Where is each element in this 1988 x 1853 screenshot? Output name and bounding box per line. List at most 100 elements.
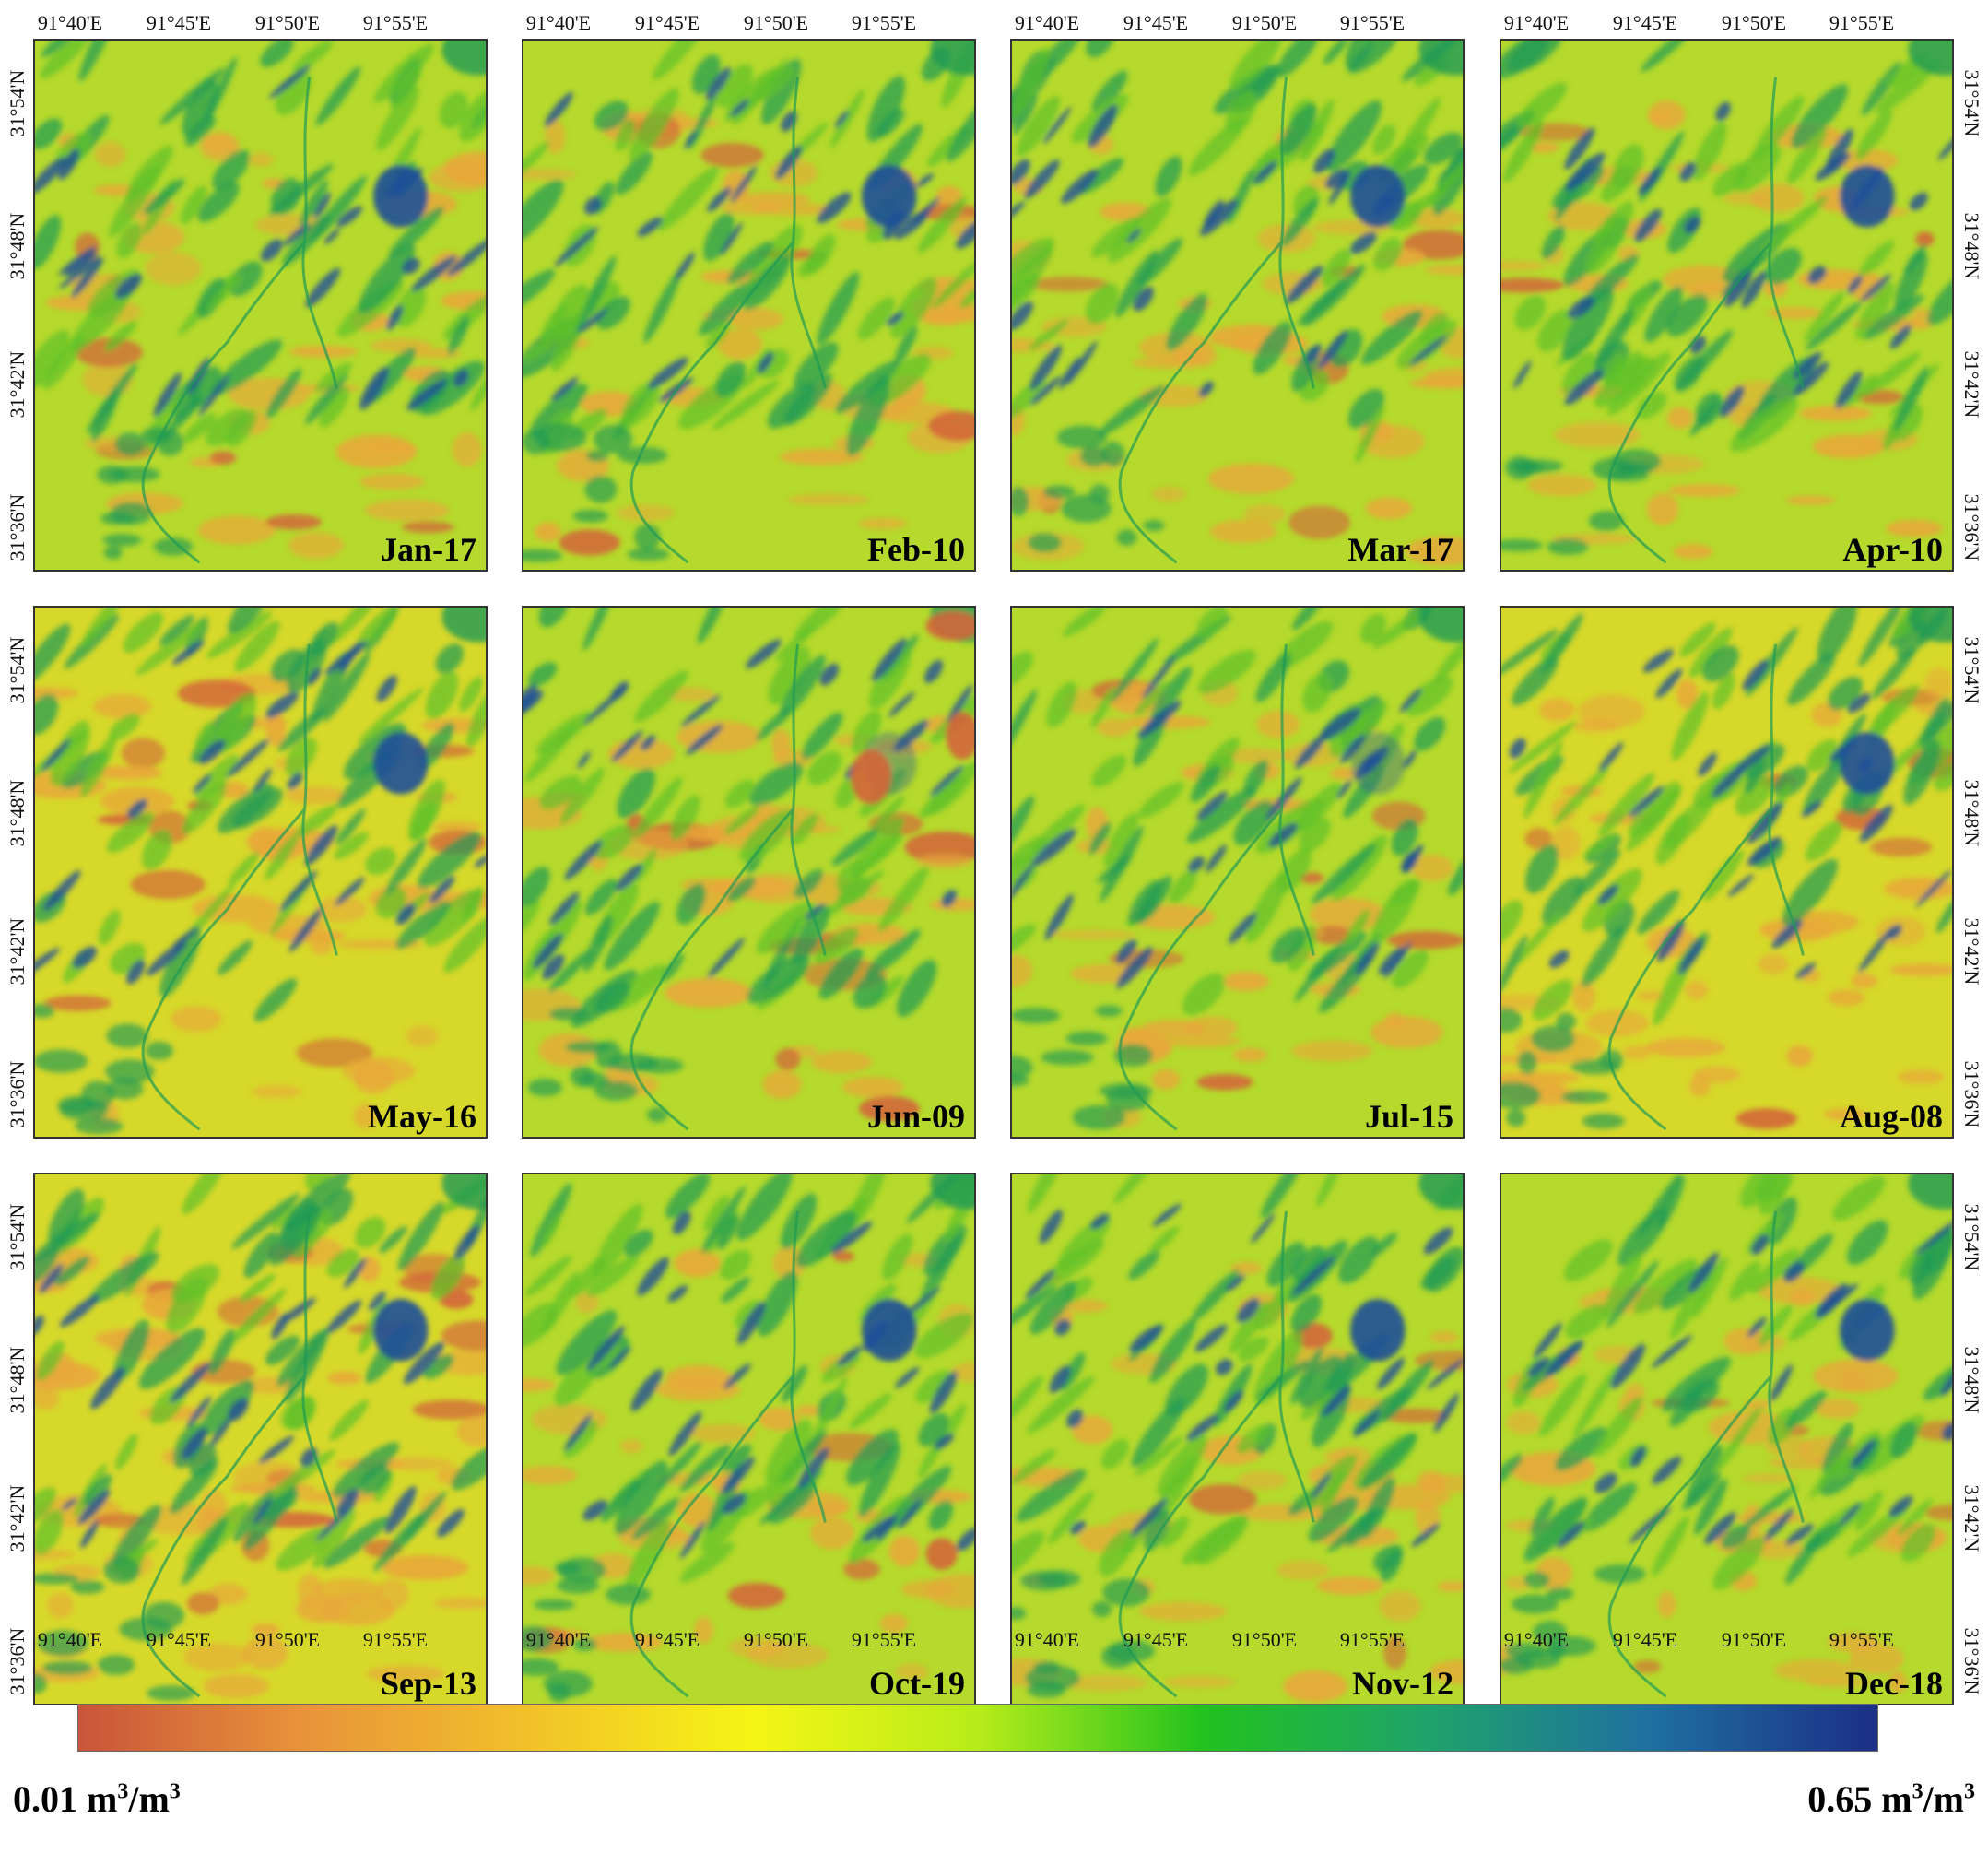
latitude-tick-label: 31°54'N [1960, 69, 1983, 137]
map-panel: Jul-15 [1010, 606, 1465, 1139]
latitude-tick-label: 31°42'N [6, 1484, 29, 1552]
longitude-tick-label: 91°55'E [1829, 11, 1895, 34]
map-panel: Oct-19 [522, 1173, 976, 1705]
latitude-tick-label: 31°42'N [1960, 1484, 1983, 1552]
latitude-tick-label: 31°36'N [1960, 1060, 1983, 1128]
latitude-tick-label: 31°36'N [6, 1060, 29, 1128]
latitude-tick-label: 31°48'N [6, 779, 29, 847]
longitude-tick-label: 91°45'E [1123, 11, 1189, 34]
colorbar-max-unit: m [1881, 1778, 1912, 1820]
latitude-tick-label: 31°42'N [1960, 350, 1983, 419]
soil-moisture-map [523, 608, 974, 1137]
longitude-tick-label: 91°50'E [1721, 11, 1787, 34]
longitude-tick-label: 91°55'E [851, 1628, 917, 1651]
panel-date-label: Sep-13 [380, 1665, 476, 1702]
longitude-tick-label: 91°40'E [1503, 11, 1570, 34]
map-panel: Sep-13 [33, 1173, 488, 1705]
panel-date-label: Jan-17 [380, 531, 476, 568]
longitude-tick-label: 91°45'E [1612, 11, 1678, 34]
longitude-tick-label: 91°40'E [525, 11, 592, 34]
longitude-tick-label: 91°40'E [1014, 1628, 1080, 1651]
map-panel: Dec-18 [1500, 1173, 1954, 1705]
latitude-tick-label: 31°48'N [1960, 779, 1983, 847]
latitude-tick-label: 31°42'N [6, 917, 29, 986]
colorbar-max-unit-sup2: 3 [1964, 1779, 1975, 1804]
longitude-tick-label: 91°55'E [362, 1628, 429, 1651]
panel-date-label: Mar-17 [1347, 531, 1453, 568]
soil-moisture-map [523, 41, 974, 570]
map-panel: Jan-17 [33, 39, 488, 572]
latitude-tick-label: 31°54'N [1960, 636, 1983, 704]
panel-date-label: Jun-09 [866, 1098, 965, 1135]
soil-moisture-map [523, 1174, 974, 1704]
longitude-tick-label: 91°40'E [37, 1628, 103, 1651]
map-panel: Apr-10 [1500, 39, 1954, 572]
soil-moisture-map [35, 1174, 486, 1704]
latitude-tick-label: 31°54'N [6, 1203, 29, 1271]
soil-moisture-map [35, 608, 486, 1137]
latitude-tick-label: 31°54'N [6, 636, 29, 704]
longitude-tick-label: 91°55'E [1339, 11, 1406, 34]
longitude-tick-label: 91°50'E [1231, 11, 1298, 34]
panel-date-label: Feb-10 [867, 531, 965, 568]
colorbar-min-label: 0.01 m3/m3 [13, 1777, 181, 1821]
panel-date-label: Nov-12 [1352, 1665, 1453, 1702]
longitude-tick-label: 91°50'E [1721, 1628, 1787, 1651]
colorbar [77, 1704, 1878, 1752]
colorbar-min-unit-tail: /m [128, 1778, 170, 1820]
panel-date-label: Aug-08 [1839, 1098, 1943, 1135]
latitude-tick-label: 31°54'N [6, 69, 29, 137]
colorbar-min-unit-sup2: 3 [169, 1779, 181, 1804]
panel-date-label: Dec-18 [1845, 1665, 1943, 1702]
colorbar-max-unit-sup: 3 [1912, 1779, 1923, 1804]
soil-moisture-map [1012, 1174, 1463, 1704]
longitude-tick-label: 91°40'E [525, 1628, 592, 1651]
latitude-tick-label: 31°36'N [1960, 493, 1983, 561]
latitude-tick-label: 31°36'N [6, 1627, 29, 1695]
longitude-tick-label: 91°50'E [1231, 1628, 1298, 1651]
longitude-tick-label: 91°40'E [37, 11, 103, 34]
longitude-tick-label: 91°55'E [1829, 1628, 1895, 1651]
soil-moisture-map [1012, 41, 1463, 570]
latitude-tick-label: 31°48'N [1960, 1346, 1983, 1414]
longitude-tick-label: 91°50'E [254, 1628, 321, 1651]
map-panel: Jun-09 [522, 606, 976, 1139]
colorbar-min-unit-sup: 3 [117, 1779, 129, 1804]
colorbar-max-label: 0.65 m3/m3 [1807, 1777, 1975, 1821]
longitude-tick-label: 91°45'E [1612, 1628, 1678, 1651]
colorbar-max-unit-tail: /m [1923, 1778, 1964, 1820]
latitude-tick-label: 31°48'N [6, 212, 29, 280]
colorbar-min-value: 0.01 [13, 1778, 77, 1820]
panel-date-label: May-16 [368, 1098, 476, 1135]
longitude-tick-label: 91°55'E [1339, 1628, 1406, 1651]
latitude-tick-label: 31°48'N [1960, 212, 1983, 280]
map-panel: May-16 [33, 606, 488, 1139]
longitude-tick-label: 91°50'E [743, 1628, 809, 1651]
soil-moisture-map [1501, 608, 1952, 1137]
longitude-tick-label: 91°40'E [1503, 1628, 1570, 1651]
colorbar-min-unit: m [87, 1778, 118, 1820]
longitude-tick-label: 91°45'E [634, 1628, 700, 1651]
colorbar-max-value: 0.65 [1807, 1778, 1873, 1820]
panel-date-label: Oct-19 [869, 1665, 965, 1702]
soil-moisture-map [1012, 608, 1463, 1137]
longitude-tick-label: 91°40'E [1014, 11, 1080, 34]
latitude-tick-label: 31°36'N [6, 493, 29, 561]
longitude-tick-label: 91°50'E [743, 11, 809, 34]
longitude-tick-label: 91°45'E [1123, 1628, 1189, 1651]
map-panel: Aug-08 [1500, 606, 1954, 1139]
longitude-tick-label: 91°55'E [851, 11, 917, 34]
latitude-tick-label: 31°54'N [1960, 1203, 1983, 1271]
map-panel: Feb-10 [522, 39, 976, 572]
soil-moisture-map [1501, 1174, 1952, 1704]
soil-moisture-map [1501, 41, 1952, 570]
map-panel: Nov-12 [1010, 1173, 1465, 1705]
longitude-tick-label: 91°45'E [146, 11, 212, 34]
latitude-tick-label: 31°48'N [6, 1346, 29, 1414]
latitude-tick-label: 31°42'N [1960, 917, 1983, 986]
panel-date-label: Apr-10 [1842, 531, 1943, 568]
latitude-tick-label: 31°42'N [6, 350, 29, 419]
soil-moisture-map [35, 41, 486, 570]
longitude-tick-label: 91°50'E [254, 11, 321, 34]
panel-date-label: Jul-15 [1364, 1098, 1453, 1135]
